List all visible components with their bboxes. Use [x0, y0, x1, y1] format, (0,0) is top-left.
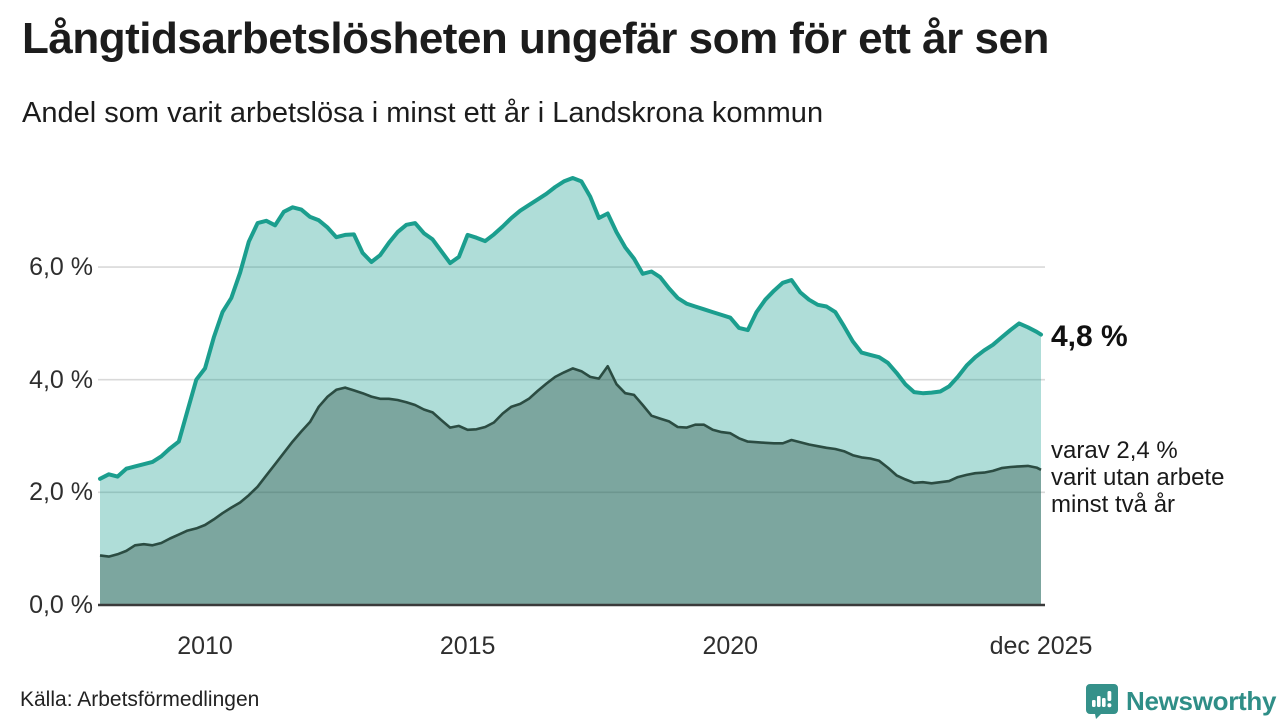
page-title: Långtidsarbetslösheten ungefär som för e…: [22, 14, 1049, 63]
source-attribution: Källa: Arbetsförmedlingen: [20, 688, 260, 711]
y-tick-label: 6,0 %: [29, 253, 93, 282]
x-tick-label: 2020: [702, 632, 759, 660]
x-tick-label: dec 2025: [989, 632, 1093, 660]
two-year-note-line: varit utan arbete: [1051, 464, 1225, 491]
two-year-note-line: minst två år: [1051, 491, 1176, 518]
area-two-year: [100, 366, 1041, 605]
newsworthy-chart-bubble-icon: [1085, 683, 1119, 719]
two-year-note-line: varav 2,4 %: [1051, 437, 1178, 464]
line-total-one-year: [98, 176, 1043, 481]
two-year-note: varav 2,4 % varit utan arbete minst två …: [1051, 437, 1224, 518]
area-total-one-year: [100, 178, 1041, 605]
brand-name: Newsworthy: [1126, 685, 1277, 716]
y-tick-label: 4,0 %: [29, 365, 93, 394]
x-tick-label: 2015: [439, 632, 496, 660]
x-tick-label: 2010: [177, 632, 233, 660]
y-tick-label: 2,0 %: [29, 478, 93, 507]
line-two-year: [99, 364, 1042, 558]
newsworthy-brand: Newsworthy: [1085, 683, 1276, 719]
page-subtitle: Andel som varit arbetslösa i minst ett å…: [22, 97, 824, 129]
y-tick-label: 0,0 %: [29, 591, 93, 619]
latest-total-label: 4,8 %: [1051, 320, 1128, 353]
